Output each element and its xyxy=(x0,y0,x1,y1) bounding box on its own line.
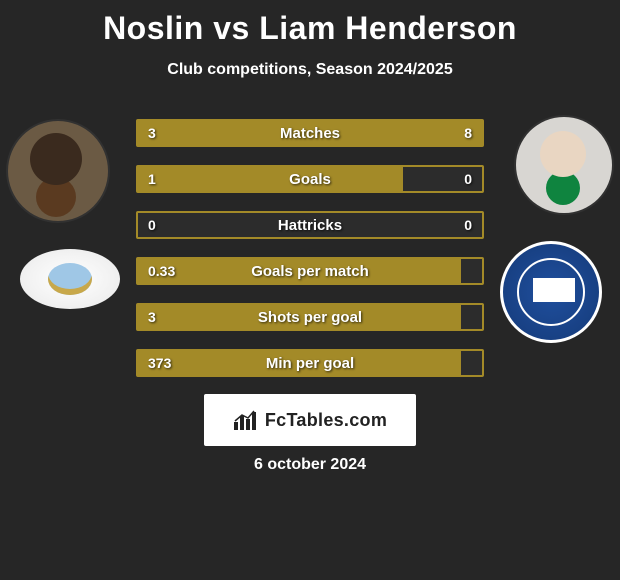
player-right-photo xyxy=(516,117,612,213)
page-title: Noslin vs Liam Henderson xyxy=(0,0,620,47)
club-right-badge xyxy=(500,241,602,343)
page-subtitle: Club competitions, Season 2024/2025 xyxy=(0,61,620,79)
stat-row: Hattricks0 0 xyxy=(136,211,484,239)
stat-row: Min per goal373 xyxy=(136,349,484,377)
stat-fill-left xyxy=(138,121,232,145)
stat-value-right: 0 xyxy=(454,167,482,191)
stat-fill-left xyxy=(138,305,461,329)
comparison-arena: Matches38Goals10Hattricks00Goals per mat… xyxy=(0,119,620,419)
stat-fill-left xyxy=(138,259,461,283)
player-left-photo xyxy=(8,121,108,221)
stat-value-right: 0 xyxy=(454,213,482,237)
club-left-badge xyxy=(20,249,120,309)
stat-label: Hattricks xyxy=(138,213,482,237)
stat-fill-left xyxy=(138,167,403,191)
fctables-logo[interactable]: FcTables.com xyxy=(204,394,416,446)
stat-fill-left xyxy=(138,351,461,375)
stat-value-right xyxy=(462,259,482,283)
stat-row: Matches38 xyxy=(136,119,484,147)
stat-value-right xyxy=(462,305,482,329)
stat-row: Goals10 xyxy=(136,165,484,193)
stat-row: Shots per goal3 xyxy=(136,303,484,331)
stat-value-left: 0 xyxy=(138,213,166,237)
stat-row: Goals per match0.33 xyxy=(136,257,484,285)
snapshot-date: 6 october 2024 xyxy=(0,456,620,474)
stat-value-right xyxy=(462,351,482,375)
stat-bars-container: Matches38Goals10Hattricks00Goals per mat… xyxy=(136,119,484,395)
stat-fill-right xyxy=(232,121,482,145)
bar-chart-icon xyxy=(233,410,259,430)
footer-brand-text: FcTables.com xyxy=(265,410,387,431)
